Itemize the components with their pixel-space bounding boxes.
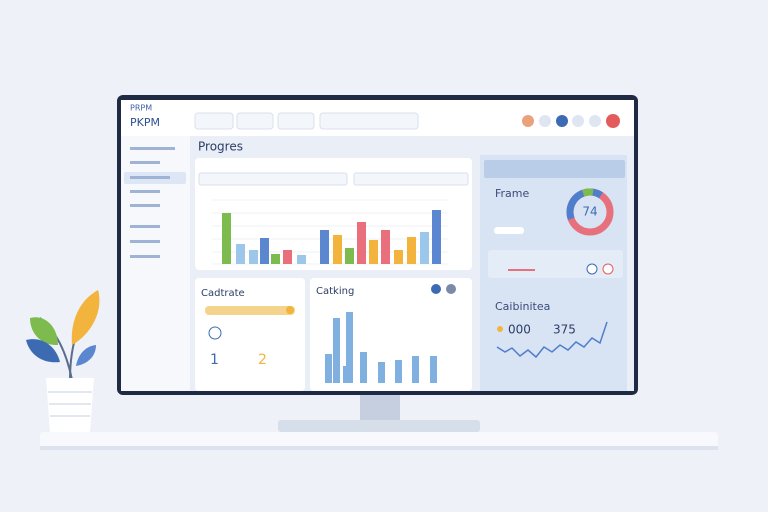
select[interactable]	[198, 172, 348, 186]
stat: 375	[553, 323, 576, 337]
brand-top: PRPM	[130, 104, 152, 113]
monitor-neck	[360, 393, 400, 423]
progress-track	[205, 306, 295, 315]
panel-title: Caibinitea	[495, 300, 550, 313]
step-number: 2	[258, 352, 267, 368]
sidebar-items	[130, 147, 175, 258]
bars	[325, 312, 437, 383]
bullet	[497, 326, 503, 332]
icon	[586, 263, 598, 275]
gauge-segment	[566, 188, 614, 236]
stat: 000	[508, 323, 531, 337]
icon	[602, 263, 614, 275]
panel-title: Progres	[198, 140, 243, 154]
panel-title: Frame	[495, 187, 530, 200]
gauge-value: 74	[582, 205, 597, 219]
brand: PKPM	[130, 116, 160, 129]
dropdown[interactable]	[194, 112, 234, 130]
shelf-edge	[40, 446, 718, 450]
sub-card	[488, 250, 623, 278]
icon	[431, 284, 441, 294]
plant	[26, 290, 100, 432]
dropdown[interactable]	[277, 112, 315, 130]
progress-knob[interactable]	[286, 306, 294, 314]
bars	[222, 210, 441, 264]
card-title: Cadtrate	[201, 288, 245, 299]
shelf	[40, 432, 718, 448]
trend-line	[496, 321, 608, 359]
tabs[interactable]	[484, 160, 625, 178]
icon	[446, 284, 456, 294]
select[interactable]	[353, 172, 469, 186]
card-title: Catking	[316, 286, 354, 297]
dropdown[interactable]	[236, 112, 274, 130]
step-number: 1	[210, 352, 219, 368]
toggle[interactable]	[494, 227, 524, 234]
icon	[208, 326, 222, 340]
search-box[interactable]	[319, 112, 419, 130]
monitor-base	[278, 420, 480, 432]
header-icons	[522, 114, 620, 128]
